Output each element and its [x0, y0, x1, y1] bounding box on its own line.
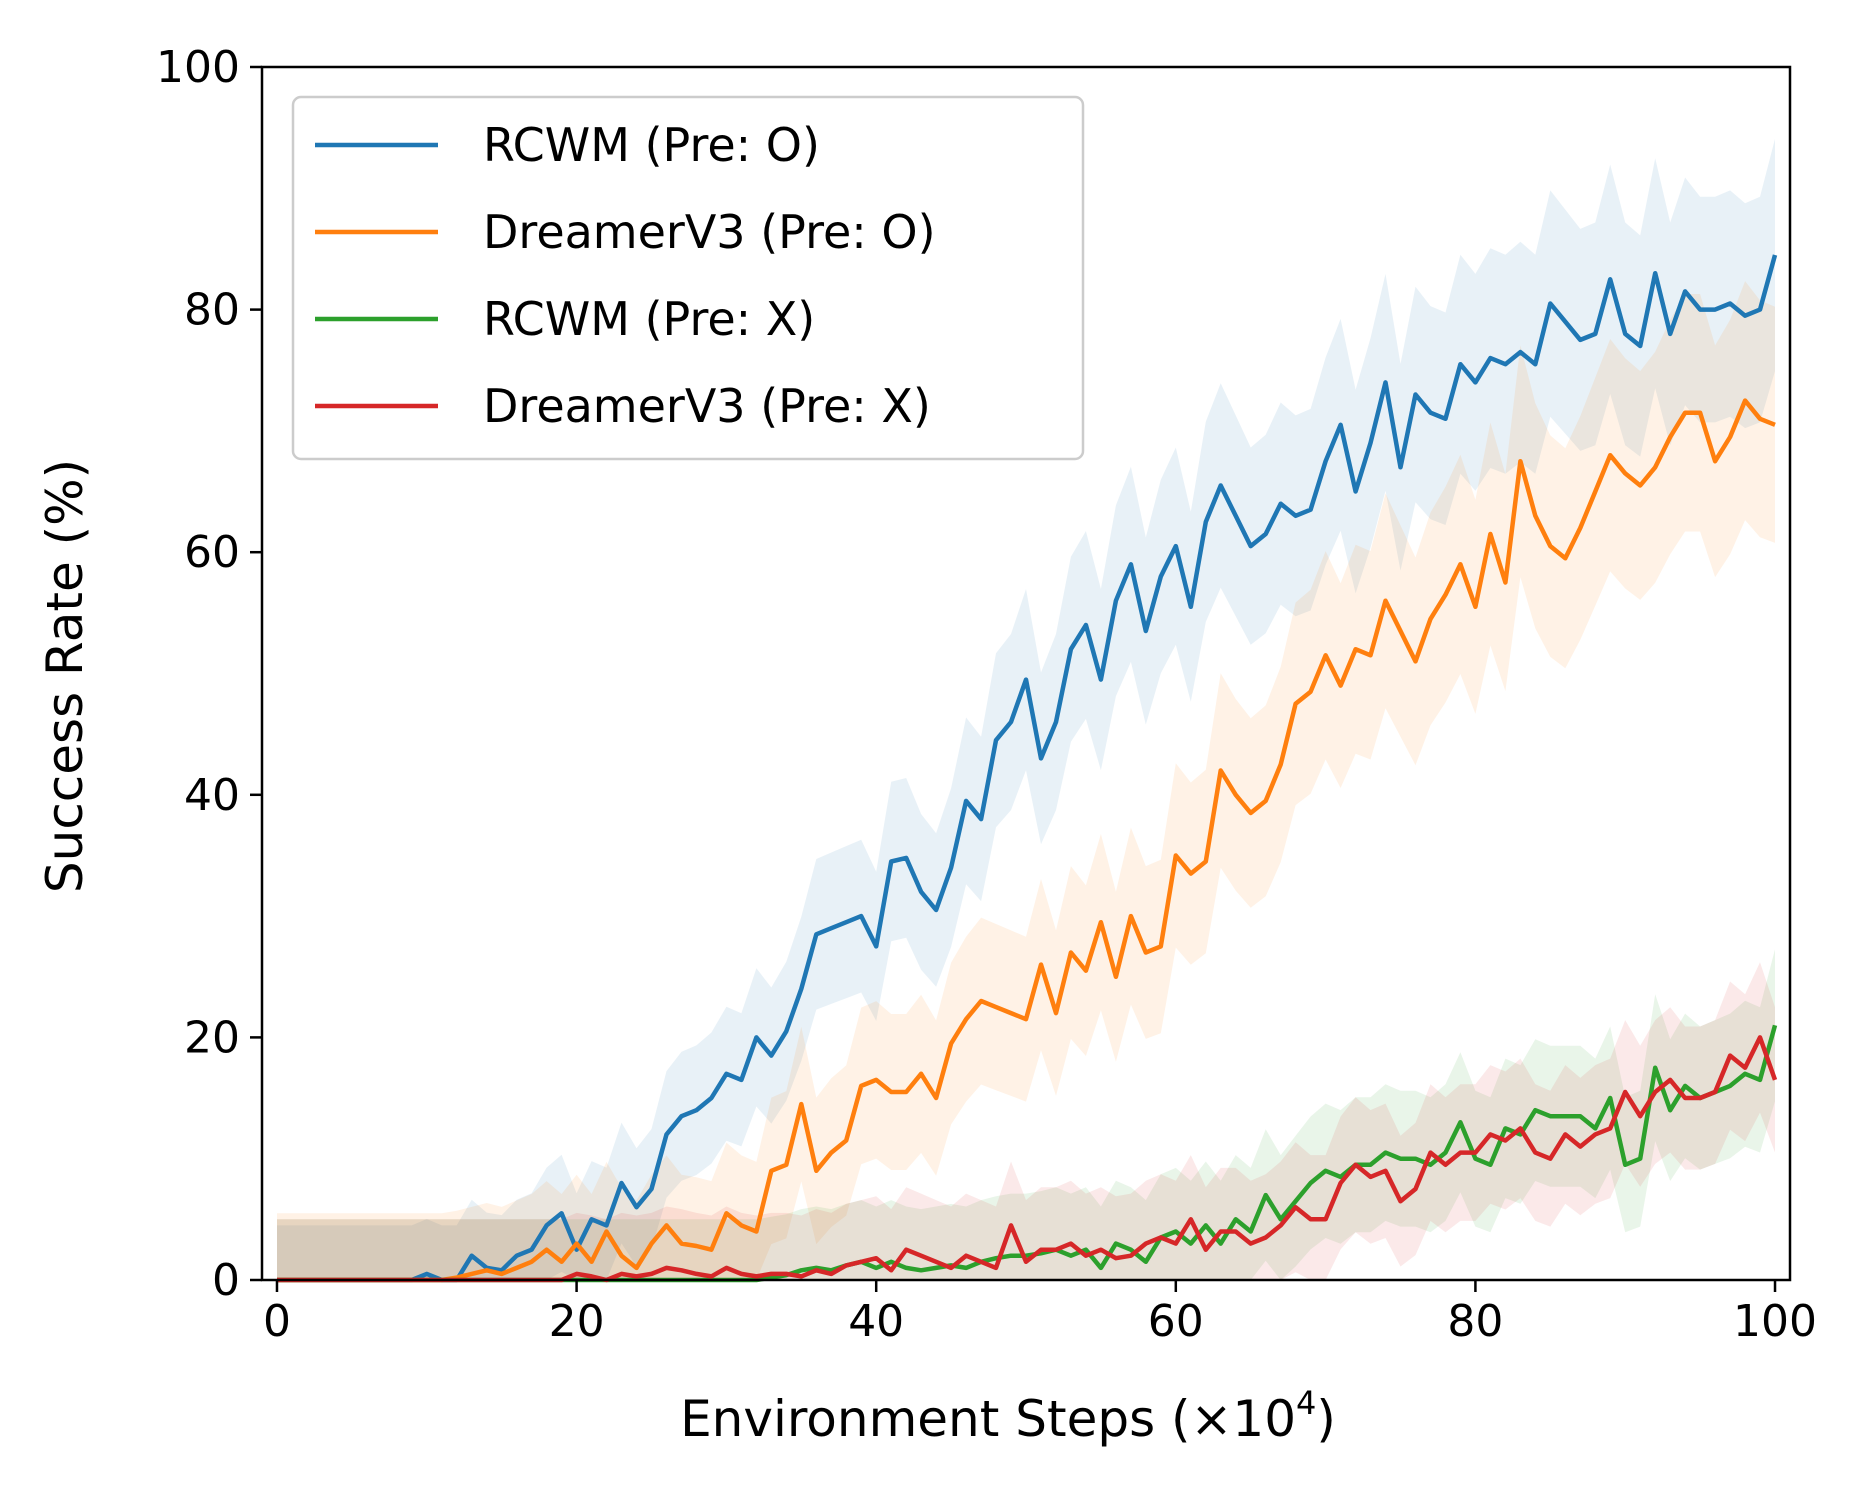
x-axis-label: Environment Steps (×104)	[680, 1384, 1336, 1448]
x-axis-label-text: Environment Steps (×10	[680, 1390, 1296, 1448]
series-band-1	[277, 281, 1775, 1281]
x-tick-label: 100	[1733, 1296, 1817, 1347]
x-tick-label: 0	[263, 1296, 291, 1347]
x-axis-ticks: 0 20 40 60 80 100	[263, 1280, 1817, 1347]
legend-label-1: DreamerV3 (Pre: O)	[483, 205, 936, 259]
y-axis-ticks: 0 20 40 60 80 100	[156, 42, 262, 1306]
legend-label-2: RCWM (Pre: X)	[483, 292, 815, 346]
x-tick-label: 60	[1148, 1296, 1204, 1347]
x-tick-label: 20	[549, 1296, 605, 1347]
x-tick-label: 80	[1447, 1296, 1503, 1347]
legend-box	[291, 95, 1085, 461]
y-tick-label: 80	[184, 285, 240, 336]
series-band-0	[277, 138, 1775, 1280]
x-tick-label: 40	[848, 1296, 904, 1347]
y-tick-label: 20	[184, 1012, 240, 1063]
plot-frame	[260, 65, 1792, 1282]
y-tick-label: 100	[156, 42, 240, 93]
x-axis-label-close: )	[1316, 1390, 1336, 1448]
y-tick-label: 60	[184, 527, 240, 578]
series-line-0	[277, 254, 1778, 1283]
y-axis-label: Success Rate (%)	[36, 459, 94, 893]
x-axis-label-exponent: 4	[1296, 1384, 1316, 1422]
legend: RCWM (Pre: O) DreamerV3 (Pre: O) RCWM (Pre…	[291, 95, 1085, 461]
legend-label-0: RCWM (Pre: O)	[483, 118, 820, 172]
y-tick-label: 40	[184, 770, 240, 821]
y-tick-label: 0	[212, 1255, 240, 1306]
series-line-1	[277, 398, 1776, 1283]
legend-label-3: DreamerV3 (Pre: X)	[483, 379, 931, 433]
